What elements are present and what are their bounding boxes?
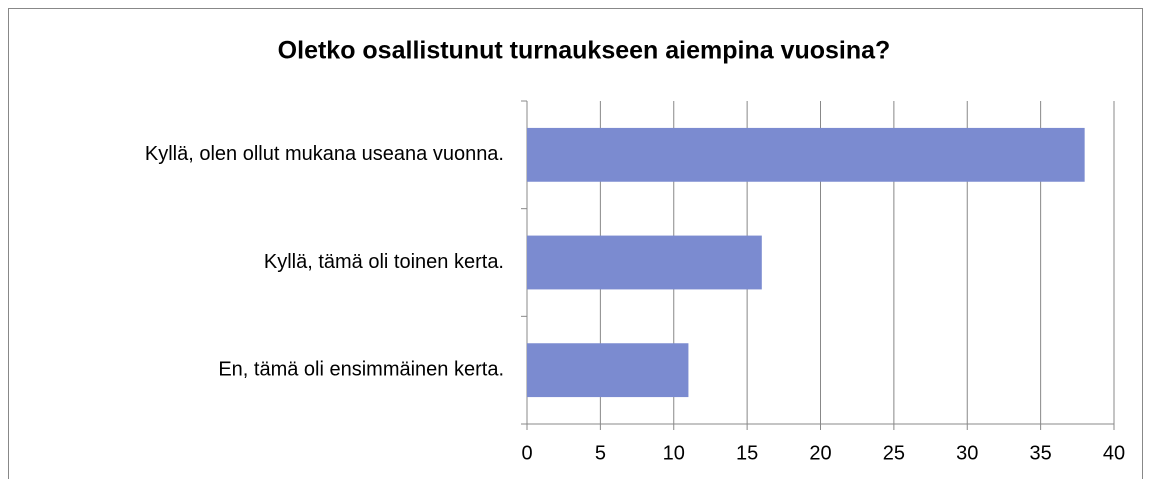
y-tick-label: Kyllä, tämä oli toinen kerta.	[264, 251, 504, 273]
x-tick-label: 5	[595, 442, 606, 464]
x-tick-label: 10	[663, 442, 685, 464]
x-tick-label: 0	[521, 442, 532, 464]
y-tick-label: Kyllä, olen ollut mukana useana vuonna.	[145, 143, 504, 165]
x-tick-label: 30	[956, 442, 978, 464]
x-tick-label: 25	[883, 442, 905, 464]
x-tick-label: 20	[809, 442, 831, 464]
y-tick-label: En, tämä oli ensimmäinen kerta.	[218, 358, 504, 380]
bar	[527, 343, 689, 398]
chart-title: Oletko osallistunut turnaukseen aiempina…	[278, 37, 891, 65]
x-tick-label: 35	[1030, 442, 1052, 464]
x-tick-label: 40	[1103, 442, 1125, 464]
bar	[527, 127, 1085, 182]
bar	[527, 235, 762, 290]
x-tick-label: 15	[736, 442, 758, 464]
